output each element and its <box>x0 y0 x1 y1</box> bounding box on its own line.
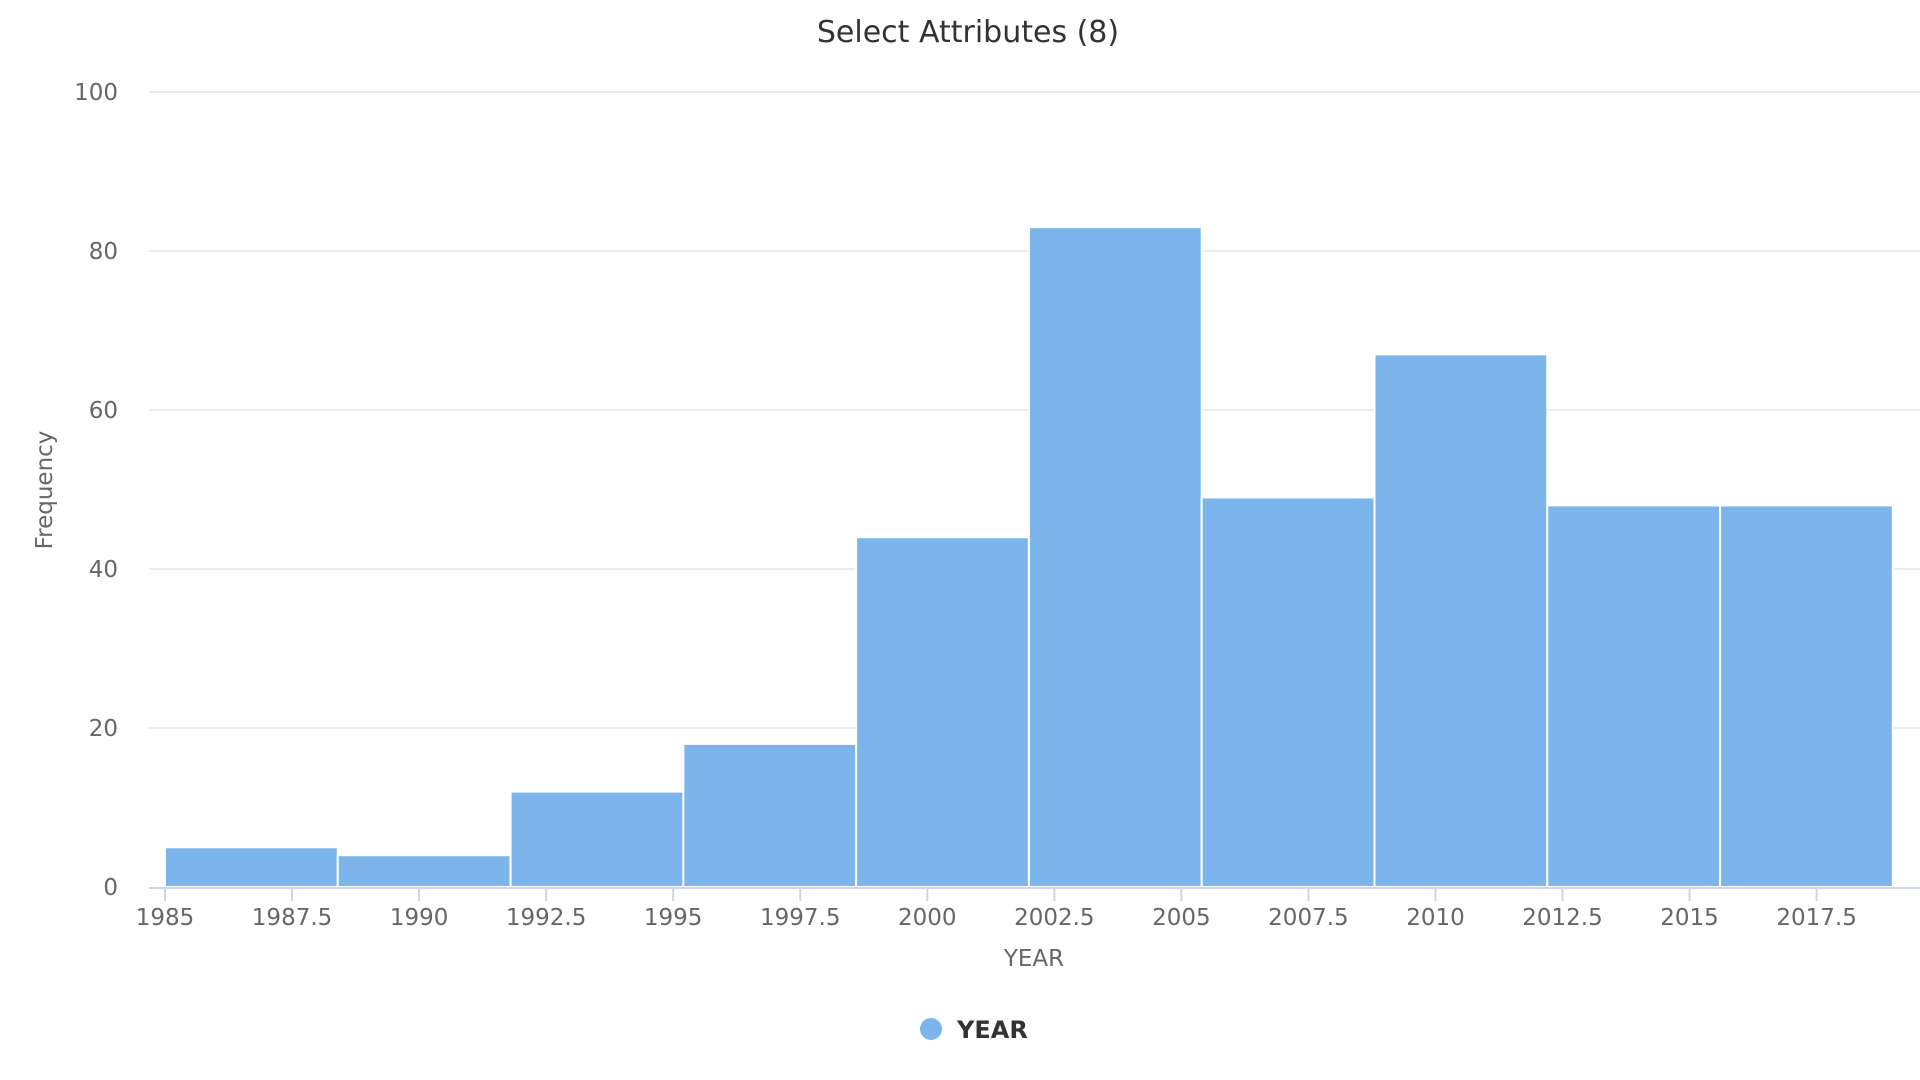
bars[interactable] <box>164 226 1894 889</box>
histogram-bar[interactable] <box>682 742 858 889</box>
histogram-bar[interactable] <box>509 790 685 888</box>
y-tick-label: 20 <box>89 716 118 742</box>
x-tick-label: 2012.5 <box>1522 905 1602 931</box>
x-tick-label: 1992.5 <box>506 905 586 931</box>
x-tick-label: 2010 <box>1406 905 1465 931</box>
chart-title: Select Attributes (8) <box>817 15 1119 50</box>
y-tick-label: 100 <box>74 80 118 106</box>
y-axis-title: Frequency <box>32 431 58 550</box>
histogram-bar[interactable] <box>1027 226 1203 888</box>
x-tick-label: 2000 <box>898 905 957 931</box>
x-tick-label: 1987.5 <box>252 905 332 931</box>
x-axis-title: YEAR <box>1003 946 1064 972</box>
legend-swatch-icon <box>920 1018 942 1040</box>
x-tick-label: 2017.5 <box>1776 905 1856 931</box>
histogram-bar[interactable] <box>855 536 1030 888</box>
x-tick-label: 1997.5 <box>760 905 840 931</box>
x-tick-label: 1985 <box>136 905 195 931</box>
x-tick-label: 1995 <box>644 905 703 931</box>
x-tick-label: 2005 <box>1152 905 1211 931</box>
x-tick-label: 2015 <box>1660 905 1719 931</box>
histogram-bar[interactable] <box>1546 504 1722 888</box>
legend[interactable]: YEAR <box>920 1016 1028 1044</box>
histogram-bar[interactable] <box>1200 496 1376 888</box>
histogram-bar[interactable] <box>336 854 512 889</box>
legend-label-year[interactable]: YEAR <box>956 1016 1028 1044</box>
y-tick-label: 80 <box>89 239 118 265</box>
y-tick-label: 40 <box>89 557 118 583</box>
axes: 0 20 40 60 80 100 1985 1987.5 1990 1992.5 1995 1997… <box>74 80 1920 931</box>
x-tick-label: 1990 <box>390 905 449 931</box>
histogram-bar[interactable] <box>1719 504 1894 888</box>
y-tick-label: 0 <box>103 875 118 901</box>
histogram-bar[interactable] <box>1373 353 1549 889</box>
x-tick-label: 2007.5 <box>1268 905 1348 931</box>
y-tick-label: 60 <box>89 398 118 424</box>
x-tick-label: 2002.5 <box>1014 905 1094 931</box>
histogram-bar[interactable] <box>164 846 339 888</box>
